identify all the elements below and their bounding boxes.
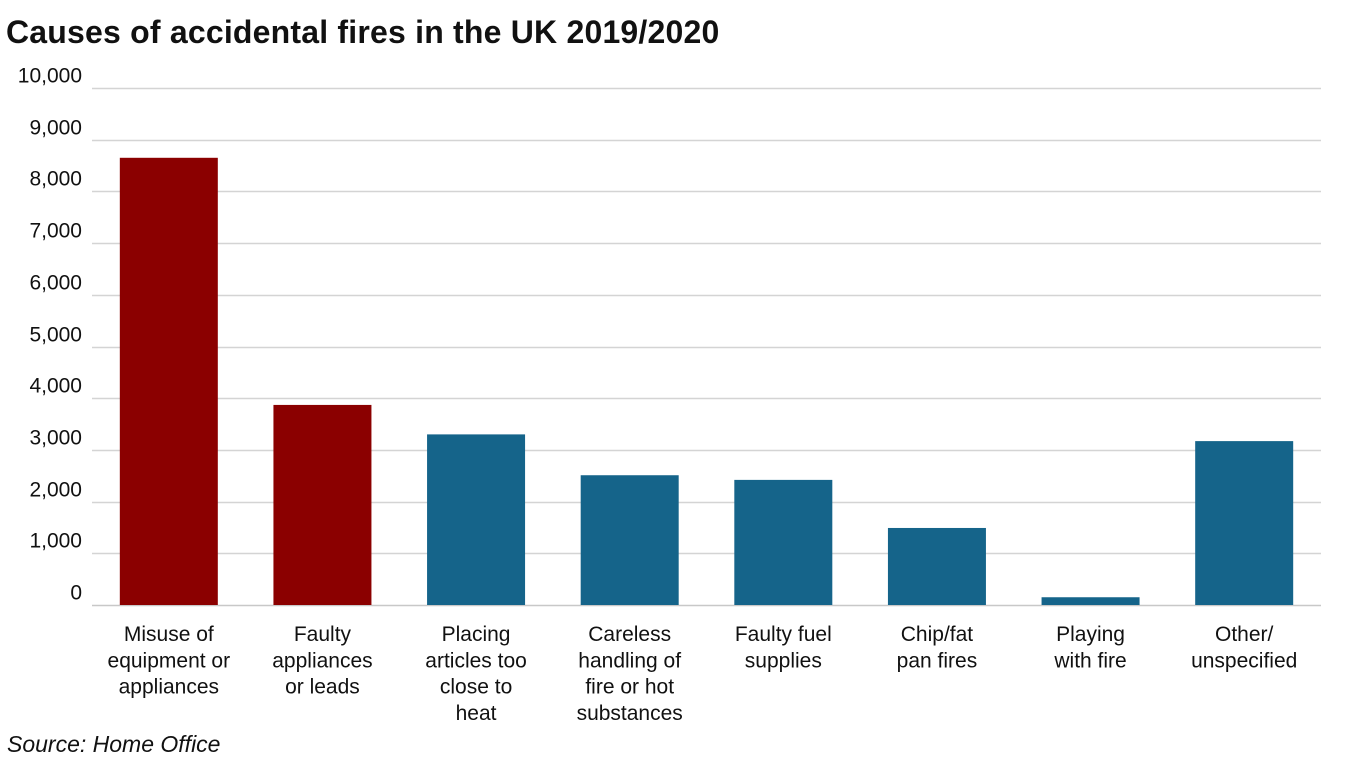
bar — [119, 157, 218, 606]
y-tick-label: 10,000 — [18, 65, 82, 88]
x-category-label: Faulty appliances or leads — [272, 623, 372, 699]
bar — [734, 479, 833, 605]
chart-source: Source: Home Office — [7, 731, 221, 757]
y-tick-label: 7,000 — [29, 220, 82, 243]
y-tick-label: 2,000 — [29, 479, 82, 502]
x-category-label: Chip/fat pan fires — [897, 623, 978, 672]
bar — [1041, 597, 1140, 605]
y-tick-label: 3,000 — [29, 427, 82, 450]
y-tick-label: 6,000 — [29, 272, 82, 295]
bars — [119, 157, 1294, 606]
bar — [1195, 441, 1294, 605]
x-category-label: Placing articles too close to heat — [425, 623, 527, 725]
x-category-label: Misuse of equipment or appliances — [108, 623, 231, 699]
x-category-label: Playing with fire — [1053, 623, 1126, 672]
y-axis-ticks: 0 1,000 2,000 3,000 4,000 5,000 6,000 7,000 8,00… — [18, 65, 82, 605]
bar — [580, 475, 679, 605]
x-category-label: Other/unspecified — [1191, 623, 1297, 672]
y-tick-label: 8,000 — [29, 168, 82, 191]
x-category-label: Faulty fuel supplies — [735, 623, 832, 672]
y-tick-label: 0 — [70, 582, 82, 605]
y-tick-label: 4,000 — [29, 375, 82, 398]
y-tick-label: 1,000 — [29, 530, 82, 553]
x-axis-labels: Misuse of equipment or appliances Faulty app… — [108, 623, 1298, 725]
x-category-label: Careless handling of fire or hot substances — [577, 623, 683, 725]
y-tick-label: 5,000 — [29, 324, 82, 347]
bar — [273, 404, 372, 605]
y-tick-label: 9,000 — [29, 117, 82, 140]
chart-title: Causes of accidental fires in the UK 201… — [6, 14, 720, 50]
bar — [427, 434, 526, 605]
bar — [887, 527, 986, 605]
